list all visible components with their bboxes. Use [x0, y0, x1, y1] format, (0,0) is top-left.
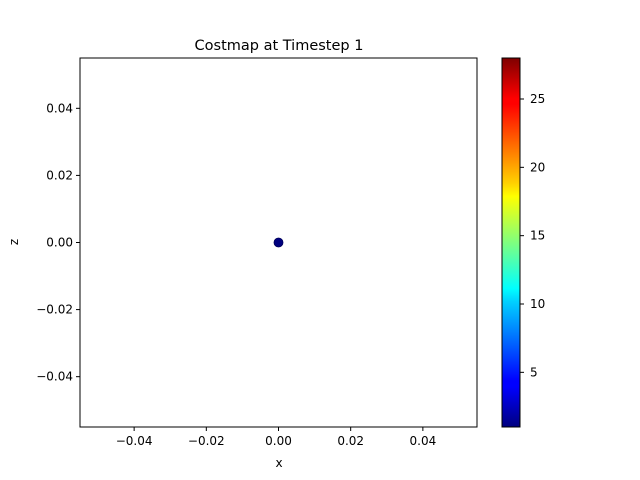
y-tick-label: 0.02 — [46, 168, 73, 182]
y-tick-label: 0.00 — [46, 236, 73, 250]
y-tick-label: 0.04 — [46, 101, 73, 115]
colorbar-tick-label: 15 — [530, 229, 545, 243]
y-axis-label: z — [7, 239, 21, 245]
x-tick-label: 0.04 — [410, 434, 437, 448]
y-axis: −0.04 −0.02 0.00 0.02 0.04 — [36, 101, 80, 384]
x-tick-label: 0.00 — [265, 434, 292, 448]
colorbar-tick-label: 10 — [530, 297, 545, 311]
x-tick-label: −0.02 — [188, 434, 225, 448]
scatter-point — [273, 237, 284, 248]
y-tick-label: −0.02 — [36, 303, 73, 317]
x-axis: −0.04 −0.02 0.00 0.02 0.04 — [116, 427, 436, 448]
x-axis-label: x — [275, 456, 282, 470]
colorbar-tick-label: 20 — [530, 160, 545, 174]
y-tick-label: −0.04 — [36, 370, 73, 384]
colorbar-tick-label: 25 — [530, 92, 545, 106]
colorbar-axis: 5 10 15 20 25 — [520, 92, 545, 379]
scatter-points — [273, 237, 284, 248]
chart-title: Costmap at Timestep 1 — [195, 38, 364, 54]
colorbar — [501, 57, 521, 428]
x-tick-label: −0.04 — [116, 434, 153, 448]
x-tick-label: 0.02 — [337, 434, 364, 448]
colorbar-tick-label: 5 — [530, 365, 538, 379]
